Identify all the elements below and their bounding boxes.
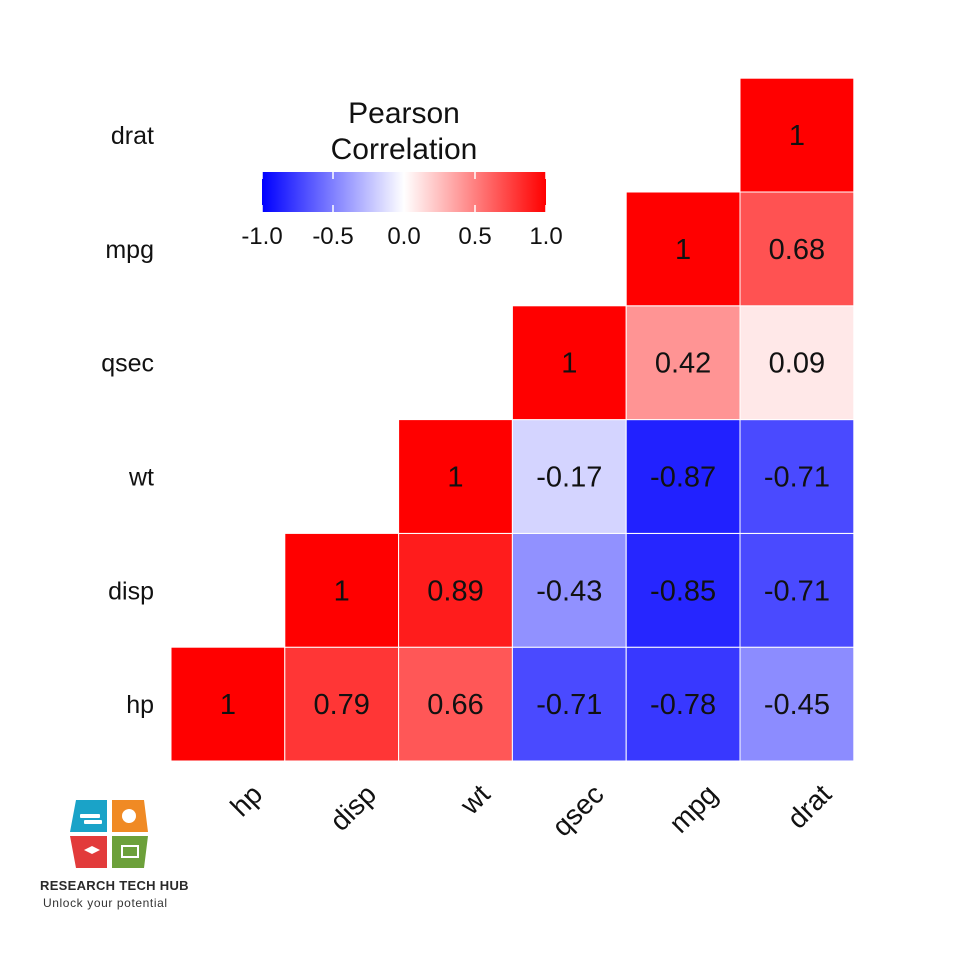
cell-label-wt-drat: -0.71 bbox=[764, 462, 830, 494]
logo-name: RESEARCH TECH HUB bbox=[40, 878, 189, 893]
cell-label-mpg-drat: 0.68 bbox=[769, 234, 825, 266]
x-tick-label-qsec: qsec bbox=[546, 778, 610, 842]
cell-label-hp-hp: 1 bbox=[220, 689, 236, 721]
heatmap-cells: 1 0.79 0.66 -0.71 -0.78 -0.45 1 0.89 -0.43 -0.85 -… bbox=[170, 77, 855, 762]
cell-disp-wt bbox=[398, 532, 513, 648]
y-tick-label-hp: hp bbox=[126, 691, 154, 719]
cell-mpg-drat bbox=[739, 191, 855, 307]
cell-label-qsec-mpg: 0.42 bbox=[655, 348, 711, 380]
legend-tick-label: 0.5 bbox=[458, 223, 491, 250]
y-tick-label-disp: disp bbox=[108, 577, 154, 605]
legend-tick-label: -0.5 bbox=[312, 223, 353, 250]
cell-hp-disp bbox=[284, 646, 400, 762]
cell-label-hp-disp: 0.79 bbox=[313, 689, 369, 721]
cell-wt-wt bbox=[398, 419, 513, 534]
cell-label-disp-qsec: -0.43 bbox=[536, 575, 602, 607]
cell-label-wt-qsec: -0.17 bbox=[536, 462, 602, 494]
cell-label-wt-mpg: -0.87 bbox=[650, 462, 716, 494]
cell-disp-qsec bbox=[511, 532, 627, 648]
cell-wt-drat bbox=[739, 419, 855, 534]
x-tick-label-disp: disp bbox=[324, 778, 382, 836]
cell-label-qsec-qsec: 1 bbox=[561, 348, 577, 380]
legend-title-line-2: Correlation bbox=[331, 133, 478, 166]
x-tick-label-mpg: mpg bbox=[663, 778, 723, 838]
x-axis-labels: hp disp wt qsec mpg drat bbox=[224, 778, 837, 842]
y-tick-label-wt: wt bbox=[128, 464, 154, 492]
cell-label-hp-mpg: -0.78 bbox=[650, 689, 716, 721]
y-tick-label-qsec: qsec bbox=[101, 350, 154, 378]
legend-tick-label: -1.0 bbox=[241, 223, 282, 250]
y-axis-labels: hp disp wt qsec mpg drat bbox=[101, 122, 154, 719]
logo-hexagon-icon bbox=[70, 800, 148, 868]
cell-hp-wt bbox=[398, 646, 513, 762]
legend-tick-label: 1.0 bbox=[529, 223, 562, 250]
x-tick-label-wt: wt bbox=[453, 778, 496, 821]
cell-mpg-mpg bbox=[625, 191, 741, 307]
legend-title-line-1: Pearson bbox=[348, 97, 460, 130]
legend-tick-label: 0.0 bbox=[387, 223, 420, 250]
x-tick-label-hp: hp bbox=[224, 778, 268, 822]
cell-label-wt-wt: 1 bbox=[447, 462, 463, 494]
cell-label-qsec-drat: 0.09 bbox=[769, 348, 825, 380]
research-tech-hub-logo: RESEARCH TECH HUB Unlock your potential bbox=[40, 790, 190, 920]
cell-disp-mpg bbox=[625, 532, 741, 648]
y-tick-label-mpg: mpg bbox=[105, 236, 154, 264]
cell-hp-mpg bbox=[625, 646, 741, 762]
logo-tagline: Unlock your potential bbox=[43, 896, 168, 910]
cell-qsec-mpg bbox=[625, 305, 741, 421]
y-tick-label-drat: drat bbox=[111, 122, 154, 150]
cell-label-hp-drat: -0.45 bbox=[764, 689, 830, 721]
cell-label-disp-wt: 0.89 bbox=[427, 575, 483, 607]
cell-label-disp-drat: -0.71 bbox=[764, 575, 830, 607]
cell-label-disp-disp: 1 bbox=[334, 575, 350, 607]
cell-label-hp-wt: 0.66 bbox=[427, 689, 483, 721]
color-legend: Pearson Correlation -1.0 -0.5 0.0 0.5 1.0 bbox=[241, 97, 562, 250]
cell-label-mpg-mpg: 1 bbox=[675, 234, 691, 266]
x-tick-label-drat: drat bbox=[781, 778, 837, 834]
cell-hp-hp bbox=[170, 646, 286, 762]
cell-hp-drat bbox=[739, 646, 855, 762]
cell-disp-disp bbox=[284, 532, 400, 648]
cell-label-disp-mpg: -0.85 bbox=[650, 575, 716, 607]
cell-label-drat-drat: 1 bbox=[789, 120, 805, 152]
cell-drat-drat bbox=[739, 77, 855, 193]
cell-label-hp-qsec: -0.71 bbox=[536, 689, 602, 721]
